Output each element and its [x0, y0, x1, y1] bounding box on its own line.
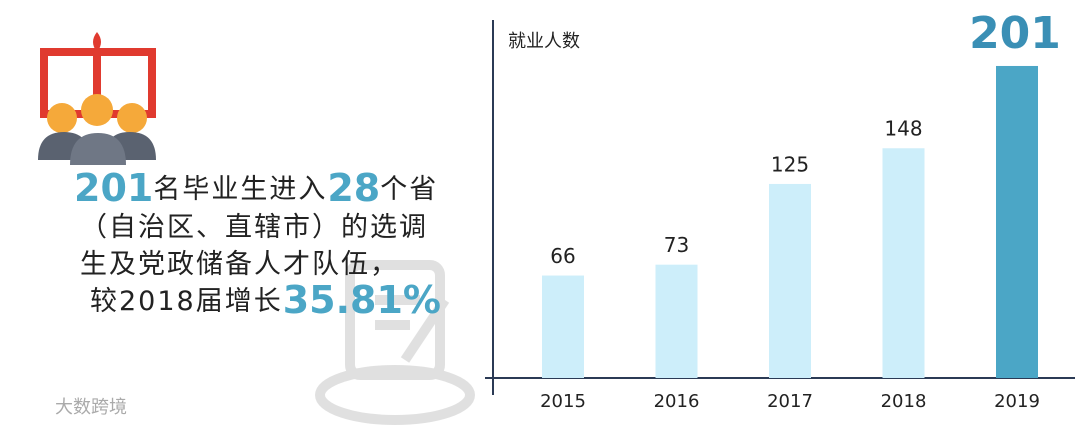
people-icon — [38, 32, 156, 165]
x-tick-label: 2018 — [881, 391, 927, 412]
value-label: 125 — [771, 152, 809, 176]
background-icon — [315, 260, 475, 425]
info-text: 201名毕业生进入28个省（自治区、直辖市）的选调生及党政储备人才队伍，较201… — [74, 166, 441, 322]
info-text-segment: 较2018届增长 — [90, 286, 283, 317]
x-tick-label: 2016 — [654, 391, 700, 412]
value-label: 148 — [884, 117, 922, 141]
value-label: 66 — [550, 244, 575, 268]
highlight-number: 201 — [74, 166, 153, 210]
bar — [882, 148, 925, 378]
value-label: 201 — [969, 8, 1061, 59]
bar — [542, 275, 584, 378]
x-tick-label: 2019 — [994, 391, 1040, 412]
value-label: 73 — [664, 233, 689, 257]
info-line: 生及党政储备人才队伍， — [80, 249, 399, 280]
x-tick-label: 2017 — [767, 391, 813, 412]
highlight-number: 28 — [327, 166, 380, 210]
info-line: 201名毕业生进入28个省 — [74, 166, 438, 210]
info-text-segment: 名毕业生进入 — [153, 174, 327, 205]
bar — [996, 65, 1038, 378]
highlight-number: 35.81% — [283, 278, 441, 322]
y-axis-label: 就业人数 — [508, 31, 580, 52]
x-tick-label: 2015 — [540, 391, 586, 412]
chart: 就业人数 2015 66 2016 73 2017 125 2018 148 2019 201 — [485, 8, 1075, 412]
info-text-segment: （自治区、直辖市）的选调 — [80, 212, 428, 243]
info-text-segment: 个省 — [380, 174, 438, 205]
info-line: 较2018届增长35.81% — [90, 278, 441, 322]
bar — [769, 183, 811, 378]
info-line: （自治区、直辖市）的选调 — [80, 212, 428, 243]
bar — [655, 264, 698, 378]
watermark: 大数跨境 — [55, 397, 127, 418]
info-text-segment: 生及党政储备人才队伍， — [80, 249, 399, 280]
